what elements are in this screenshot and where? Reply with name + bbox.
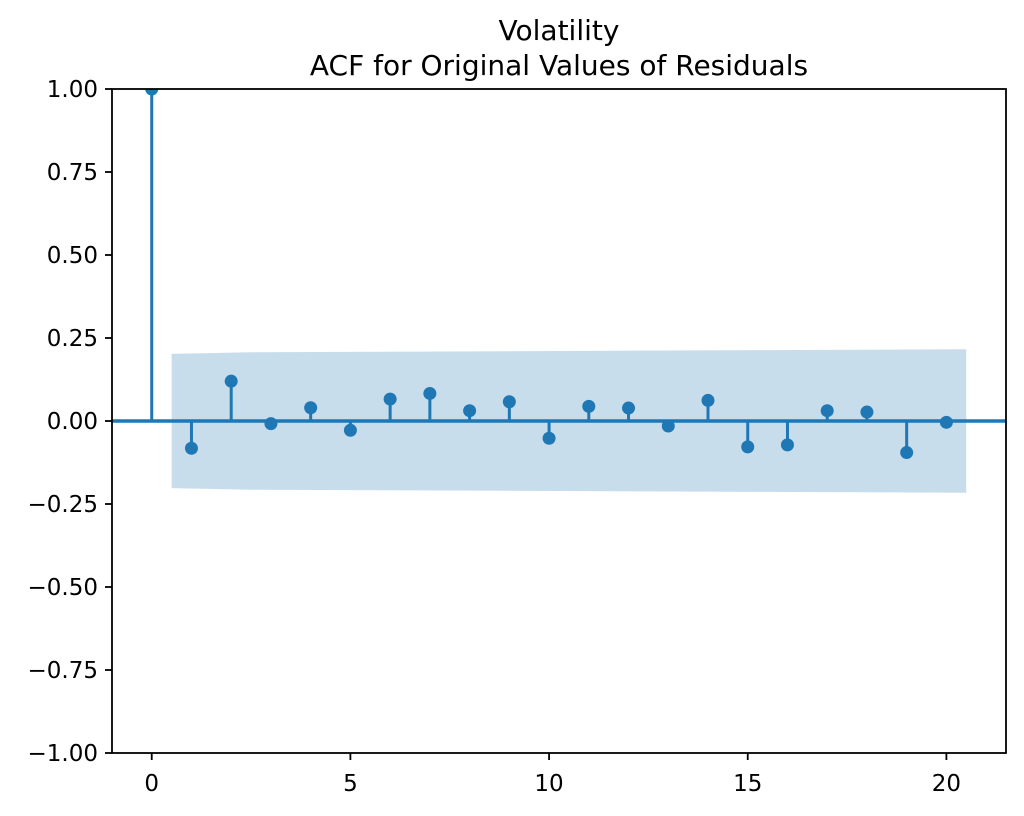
acf-marker-lag-4: [304, 401, 318, 415]
y-tick-label-8: −1.00: [28, 741, 98, 767]
acf-marker-lag-14: [701, 393, 715, 407]
acf-marker-lag-8: [463, 404, 477, 418]
acf-marker-lag-18: [860, 405, 874, 419]
acf-marker-lag-1: [184, 441, 198, 455]
y-tick-label-4: 0.00: [47, 409, 98, 435]
x-tick-label-10: 10: [534, 771, 563, 797]
y-axis: 1.00 0.75 0.50 0.25 0.00 −0.25 −0.50 −0.75 −1.00: [28, 77, 112, 767]
acf-marker-lag-17: [820, 404, 834, 418]
y-tick-label-2: 0.50: [47, 243, 98, 269]
acf-marker-lag-6: [383, 392, 397, 406]
acf-marker-lag-19: [900, 446, 914, 460]
acf-marker-lag-20: [939, 415, 953, 429]
x-tick-label-5: 5: [343, 771, 358, 797]
acf-marker-lag-9: [502, 395, 516, 409]
chart-title-line2: ACF for Original Values of Residuals: [310, 49, 808, 82]
y-tick-label-5: −0.25: [28, 492, 98, 518]
y-tick-label-7: −0.75: [28, 658, 98, 684]
plot-area: 0 5 10 15 20 1.00 0.75 0.50 0.25 0.00 −0.25 −0.50 −0…: [28, 77, 1007, 797]
acf-marker-lag-12: [622, 401, 636, 415]
acf-marker-lag-10: [542, 431, 556, 445]
x-tick-label-20: 20: [932, 771, 961, 797]
y-tick-label-3: 0.25: [47, 326, 98, 352]
acf-marker-lag-16: [780, 438, 794, 452]
axes-interior: [112, 89, 1006, 493]
x-axis: 0 5 10 15 20: [144, 753, 961, 797]
x-tick-label-0: 0: [144, 771, 159, 797]
acf-marker-lag-0: [145, 89, 159, 96]
acf-marker-lag-13: [661, 419, 675, 433]
acf-marker-lag-5: [343, 423, 357, 437]
x-tick-label-15: 15: [733, 771, 762, 797]
acf-marker-lag-7: [423, 386, 437, 400]
y-tick-label-0: 1.00: [47, 77, 98, 103]
acf-marker-lag-2: [224, 374, 238, 388]
acf-marker-lag-15: [741, 440, 755, 454]
y-tick-label-1: 0.75: [47, 160, 98, 186]
acf-marker-lag-11: [582, 399, 596, 413]
acf-marker-lag-3: [264, 417, 278, 431]
chart-title-line1: Volatility: [499, 14, 620, 47]
y-tick-label-6: −0.50: [28, 575, 98, 601]
